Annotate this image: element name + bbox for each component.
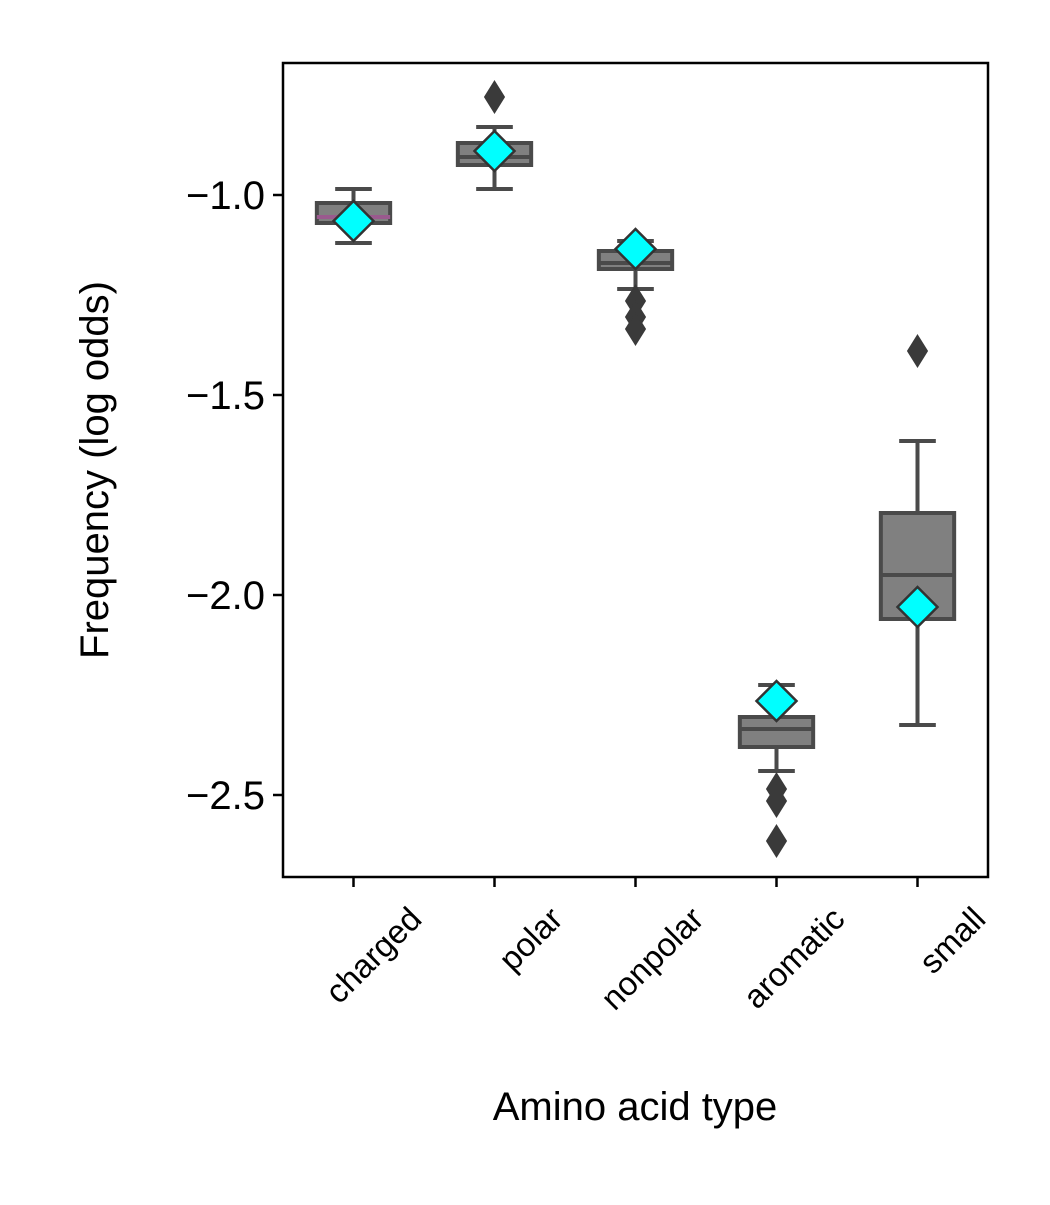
box-polar	[455, 80, 534, 191]
mean-marker	[472, 129, 517, 173]
outlier-point	[765, 824, 788, 858]
box-aromatic	[737, 679, 816, 858]
x-tick-label-nonpolar: nonpolar	[593, 900, 710, 1017]
y-tick-label: −1.5	[186, 374, 265, 418]
plot-frame	[281, 61, 990, 879]
outlier-point	[906, 334, 929, 368]
x-tick-label-polar: polar	[491, 900, 569, 978]
box-small	[878, 334, 957, 727]
outlier-point	[765, 784, 788, 818]
y-axis: −1.0 −1.5 −2.0 −2.5	[186, 174, 283, 818]
chart-marks	[314, 80, 957, 858]
x-tick-label-charged: charged	[318, 900, 428, 1010]
x-axis-label: Amino acid type	[493, 1085, 778, 1129]
outlier-point	[624, 312, 647, 346]
x-axis: charged polar nonpolar aromatic small	[318, 877, 992, 1017]
y-tick-label: −1.0	[186, 174, 265, 218]
y-tick-label: −2.0	[186, 574, 265, 618]
mean-marker	[754, 679, 799, 723]
y-axis-label: Frequency (log odds)	[73, 281, 117, 659]
mean-marker	[613, 227, 658, 271]
mean-marker	[895, 585, 940, 629]
mean-marker	[331, 199, 376, 243]
y-tick-label: −2.5	[186, 774, 265, 818]
outlier-point	[483, 80, 506, 114]
box-nonpolar	[596, 227, 675, 346]
x-tick-label-small: small	[912, 900, 993, 981]
box-charged	[314, 187, 393, 245]
x-tick-label-aromatic: aromatic	[736, 900, 852, 1016]
